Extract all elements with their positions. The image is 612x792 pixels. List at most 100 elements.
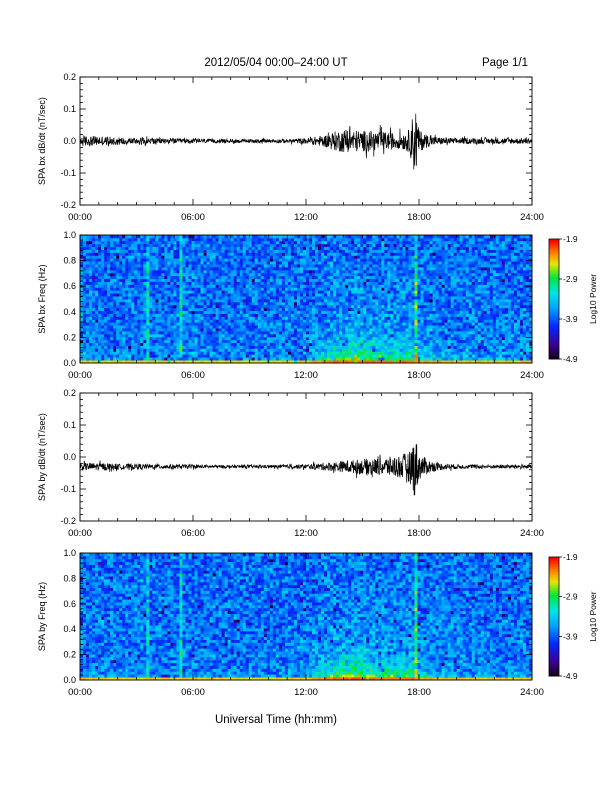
spectrogram-cell [390,272,394,277]
spectrogram-cell [254,360,259,364]
spectrogram-cell [357,290,361,294]
spectrogram-cell [218,328,223,332]
spectrogram-cell [402,264,406,268]
spectrogram-cell [119,243,123,248]
spectrogram-cell [345,235,349,239]
spectrogram-cell [236,275,241,280]
spectrogram-cell [396,354,400,358]
spectrogram-cell [212,301,216,306]
spectrogram-cell [101,325,105,329]
spectrogram-cell [357,333,361,338]
spectrogram-cell [411,240,415,245]
spectrogram-cell [218,249,223,253]
spectrogram-cell [242,258,247,262]
spectrogram-cell [194,235,198,239]
spectrogram-cell [411,328,415,332]
spectrogram-cell [342,331,346,335]
spectrogram-cell [251,328,256,332]
spectrogram-cell [101,255,105,259]
spectrogram-cell [378,281,382,285]
spectrogram-cell [164,322,168,326]
spectrogram-cell [399,275,403,280]
spectrogram-cell [324,249,328,253]
spectrogram-cell [293,267,298,271]
spectrogram-cell [155,325,159,329]
spectrogram-cell [86,325,90,329]
spectrogram-cell [104,261,108,265]
spectrogram-cell [339,284,343,288]
spectrogram-cell [233,275,238,280]
spectrogram-cell [149,261,153,265]
spectrogram-cell [233,267,238,271]
spectrogram-cell [98,293,102,297]
spectrogram-cell [290,342,295,346]
spectrogram-cell [131,313,135,317]
spectrogram-cell [146,249,150,253]
spectrogram-cell [233,310,238,314]
spectrogram-cell [182,342,186,346]
spectrogram-cell [360,325,364,329]
spectrogram-cell [197,357,201,361]
spectrogram-cell [239,322,244,326]
spectrogram-cell [101,319,105,323]
spectrogram-cell [354,255,358,259]
spectrogram-cell [155,348,159,352]
spectrogram-cell [284,269,289,274]
spectrogram-cell [309,290,313,294]
spectrogram-cell [152,357,156,361]
spectrogram-cell [402,304,406,309]
spectrogram-cell [302,313,307,317]
spectrogram-cell [149,325,153,329]
spectrogram-cell [209,296,213,300]
spectrogram-cell [206,275,210,280]
spectrogram-cell [185,258,189,262]
spectrogram-cell [399,325,403,329]
spectrogram-cell [411,275,415,280]
spectrogram-cell [161,322,165,326]
spectrogram-cell [212,299,216,303]
spectrogram-cell [107,235,111,239]
spectrogram-cell [215,357,220,361]
spectrogram-cell [86,255,90,259]
spectrogram-cell [360,319,364,323]
spectrogram-cell [342,339,346,344]
spectrogram-cell [179,304,183,309]
spectrogram-cell [336,299,340,303]
spectrogram-cell [158,278,162,282]
spectrogram-cell [164,243,168,248]
spectrogram-cell [275,316,280,320]
spectrogram-cell [275,252,280,256]
spectrogram-cell [197,293,201,297]
spectrogram-cell [396,284,400,288]
spectrogram-cell [83,255,87,259]
spectrogram-cell [113,299,117,303]
spectrogram-cell [378,284,382,288]
spectrogram-cell [266,304,271,309]
spectrogram-cell [176,287,180,291]
spectrogram-cell [149,269,153,274]
spectrogram-cell [372,325,376,329]
spectrogram-cell [363,269,367,274]
spectrogram-cell [260,301,265,306]
spectrogram-cell [245,296,250,300]
spectrogram-cell [312,307,316,312]
spectrogram-cell [161,342,165,346]
spectrogram-cell [390,310,394,314]
spectrogram-cell [390,328,394,332]
spectrogram-cell [182,278,186,282]
spectrogram-cell [287,290,292,294]
spectrogram-cell [251,299,256,303]
spectrogram-cell [110,237,114,242]
spectrogram-cell [275,249,280,253]
spectrogram-cell [339,319,343,323]
spectrogram-cell [402,290,406,294]
spectrogram-cell [209,299,213,303]
spectrogram-cell [83,278,87,282]
spectrogram-cell [86,243,90,248]
spectrogram-cell [233,307,238,312]
spectrogram-cell [164,316,168,320]
spectrogram-cell [173,342,177,346]
spectrogram-cell [381,246,385,250]
spectrogram-cell [324,290,328,294]
